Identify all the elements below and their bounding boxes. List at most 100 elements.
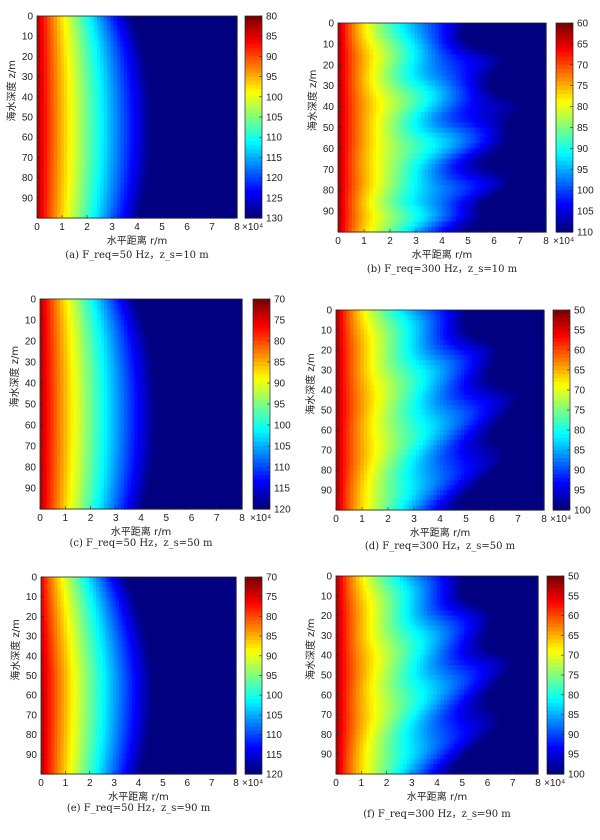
heatmap-cell [522, 185, 526, 191]
heatmap-cell [452, 206, 456, 212]
heatmap-cell [463, 133, 467, 139]
heatmap-cell [508, 80, 512, 86]
heatmap-cell [341, 107, 345, 113]
heatmap-cell [400, 180, 404, 186]
heatmap-cell [515, 28, 519, 34]
heatmap-cell [355, 86, 359, 92]
heatmap-cell [473, 122, 477, 128]
heatmap-cell [456, 154, 460, 160]
heatmap-cell [536, 159, 540, 165]
heatmap-cell [501, 75, 505, 81]
heatmap-cell [536, 143, 540, 149]
heatmap-cell [539, 86, 543, 92]
heatmap-cell [376, 117, 380, 123]
heatmap-cell [466, 112, 470, 118]
heatmap-cell [439, 159, 443, 165]
heatmap-cell [470, 206, 474, 212]
heatmap-cell [411, 138, 415, 144]
heatmap-cell [425, 86, 429, 92]
heatmap-cell [414, 138, 418, 144]
heatmap-cell [338, 33, 342, 39]
heatmap-cell [400, 70, 404, 76]
heatmap-cell [348, 216, 352, 222]
heatmap-cell [515, 143, 519, 149]
heatmap-cell [452, 185, 456, 191]
heatmap-cell [529, 107, 533, 113]
heatmap-cell [411, 190, 415, 196]
heatmap-cell [341, 175, 345, 181]
heatmap-cell [536, 211, 540, 217]
heatmap-cell [411, 201, 415, 207]
heatmap-cell [487, 65, 491, 71]
x-tick-label: 6 [491, 236, 497, 247]
heatmap-cell [539, 222, 543, 228]
heatmap-cell [494, 70, 498, 76]
heatmap-cell [508, 54, 512, 60]
heatmap-cell [359, 143, 363, 149]
heatmap-cell [400, 138, 404, 144]
heatmap-cell [404, 201, 408, 207]
colorbar-swatch [556, 98, 573, 103]
heatmap-cell [477, 28, 481, 34]
heatmap-cell [477, 169, 481, 175]
heatmap-cell [473, 54, 477, 60]
heatmap-cell [445, 91, 449, 97]
heatmap-cell [418, 154, 422, 160]
heatmap-cell [435, 122, 439, 128]
heatmap-cell [511, 91, 515, 97]
heatmap-cell [532, 185, 536, 191]
heatmap-cell [387, 44, 391, 50]
colorbar-swatch [245, 77, 262, 82]
heatmap-cell [501, 112, 505, 118]
heatmap-cell [404, 190, 408, 196]
heatmap-cell [404, 60, 408, 66]
heatmap-cell [393, 143, 397, 149]
heatmap-cell [525, 201, 529, 207]
heatmap-cell [393, 195, 397, 201]
heatmap-cell [400, 23, 404, 29]
heatmap-cell [449, 33, 453, 39]
heatmap-cell [373, 96, 377, 102]
heatmap-cell [373, 159, 377, 165]
heatmap-cell [439, 133, 443, 139]
heatmap-cell [376, 49, 380, 55]
heatmap-cell [414, 201, 418, 207]
heatmap-cell [494, 117, 498, 123]
heatmap-cell [352, 222, 356, 228]
heatmap-cell [341, 96, 345, 102]
heatmap-cell [383, 60, 387, 66]
heatmap-cell [414, 154, 418, 160]
heatmap-cell [508, 143, 512, 149]
heatmap-cell [508, 86, 512, 92]
heatmap-cell [473, 222, 477, 228]
heatmap-cell [355, 169, 359, 175]
heatmap-cell [359, 216, 363, 222]
heatmap-cell [348, 23, 352, 29]
y-tick-label: 20 [323, 60, 335, 71]
heatmap-cell [456, 112, 460, 118]
heatmap-cell [504, 185, 508, 191]
heatmap-cell [480, 175, 484, 181]
heatmap-cell [428, 70, 432, 76]
heatmap-cell [380, 159, 384, 165]
heatmap-cell [539, 107, 543, 113]
heatmap-cell [515, 128, 519, 134]
heatmap-cell [491, 28, 495, 34]
heatmap-cell [425, 180, 429, 186]
heatmap-cell [366, 122, 370, 128]
heatmap-cell [390, 180, 394, 186]
heatmap-cell [352, 122, 356, 128]
heatmap-cell [393, 154, 397, 160]
heatmap-cell [418, 122, 422, 128]
heatmap-cell [452, 80, 456, 86]
heatmap-cell [400, 211, 404, 217]
heatmap-cell [532, 206, 536, 212]
heatmap-cell [487, 133, 491, 139]
heatmap-cell [459, 190, 463, 196]
heatmap-cell [529, 70, 533, 76]
heatmap-cell [355, 112, 359, 118]
heatmap-cell [522, 23, 526, 29]
colorbar-swatch [245, 85, 262, 90]
heatmap-cell [442, 112, 446, 118]
heatmap-cell [435, 180, 439, 186]
